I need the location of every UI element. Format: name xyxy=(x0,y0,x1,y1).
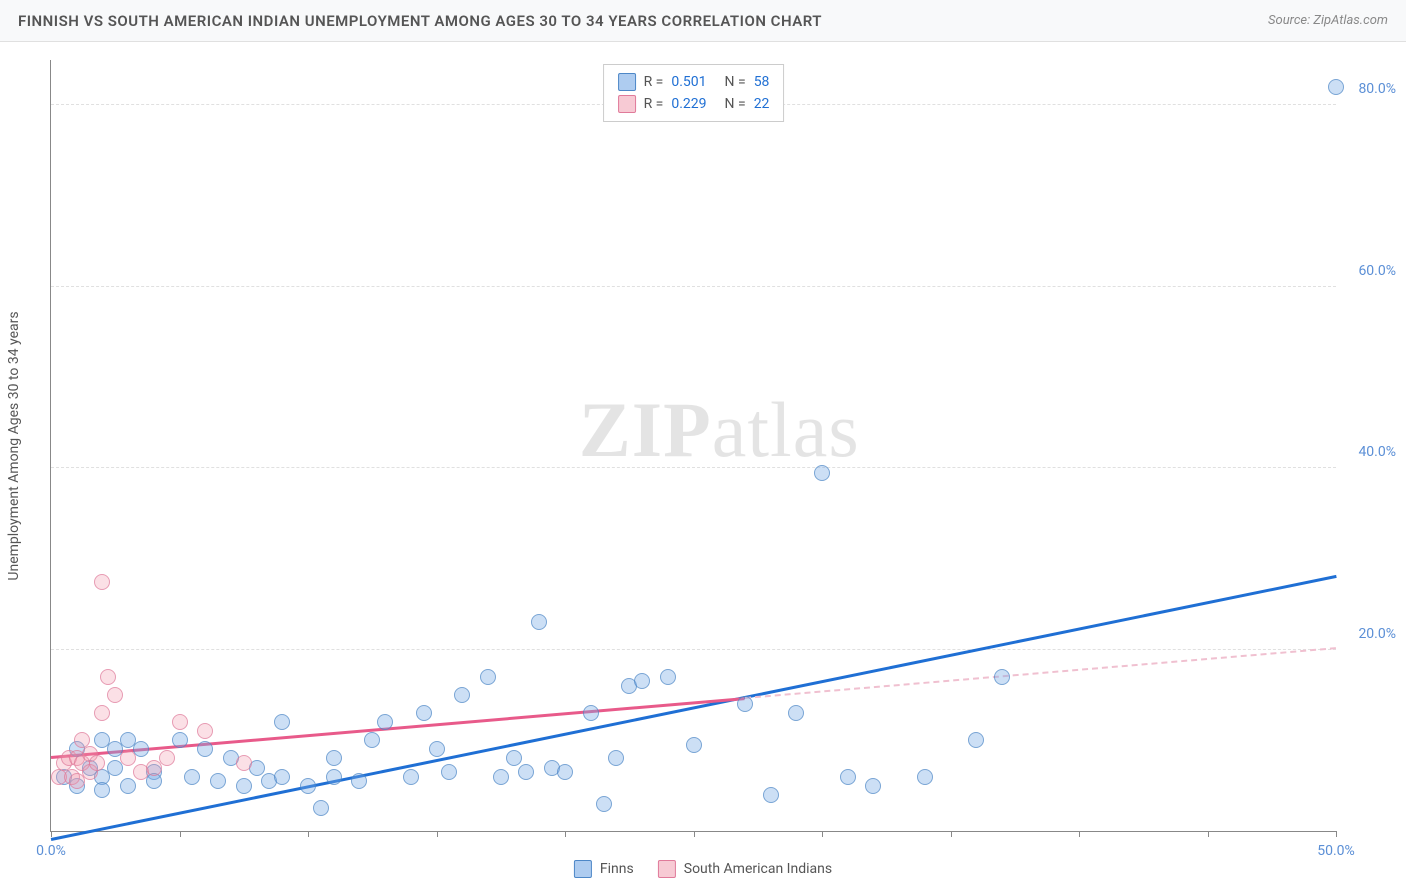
x-tick xyxy=(822,831,823,837)
y-tick-label: 40.0% xyxy=(1358,444,1396,460)
legend-row-sai: R = 0.229 N = 22 xyxy=(618,93,770,115)
data-point xyxy=(94,574,110,590)
data-point xyxy=(493,769,509,785)
x-tick xyxy=(1079,831,1080,837)
data-point xyxy=(184,769,200,785)
x-tick xyxy=(1208,831,1209,837)
x-tick xyxy=(951,831,952,837)
x-tick xyxy=(308,831,309,837)
title-bar: FINNISH VS SOUTH AMERICAN INDIAN UNEMPLO… xyxy=(0,0,1406,42)
x-tick xyxy=(180,831,181,837)
data-point xyxy=(159,750,175,766)
data-point xyxy=(814,465,830,481)
data-point xyxy=(763,787,779,803)
y-tick-label: 20.0% xyxy=(1358,626,1396,642)
data-point xyxy=(172,714,188,730)
gridline xyxy=(51,286,1336,287)
data-point xyxy=(531,614,547,630)
x-tick-label: 50.0% xyxy=(1317,843,1355,859)
data-point xyxy=(660,669,676,685)
data-point xyxy=(364,732,380,748)
legend-swatch-finns xyxy=(618,73,636,91)
data-point xyxy=(917,769,933,785)
data-point xyxy=(557,764,573,780)
data-point xyxy=(236,755,252,771)
correlation-legend: R = 0.501 N = 58 R = 0.229 N = 22 xyxy=(603,64,785,122)
data-point xyxy=(107,687,123,703)
data-point xyxy=(994,669,1010,685)
data-point xyxy=(429,741,445,757)
data-point xyxy=(326,769,342,785)
data-point xyxy=(596,796,612,812)
data-point xyxy=(608,750,624,766)
data-point xyxy=(197,741,213,757)
trend-line-extension xyxy=(745,648,1336,700)
x-tick xyxy=(51,831,52,837)
data-point xyxy=(197,723,213,739)
data-point xyxy=(89,755,105,771)
data-point xyxy=(326,750,342,766)
data-point xyxy=(94,705,110,721)
x-tick xyxy=(565,831,566,837)
data-point xyxy=(313,800,329,816)
data-point xyxy=(403,769,419,785)
data-point xyxy=(94,782,110,798)
data-point xyxy=(416,705,432,721)
x-tick-label: 0.0% xyxy=(36,843,66,859)
data-point xyxy=(377,714,393,730)
data-point xyxy=(274,769,290,785)
data-point xyxy=(100,669,116,685)
data-point xyxy=(120,778,136,794)
legend-swatch-icon xyxy=(574,860,592,878)
data-point xyxy=(480,669,496,685)
data-point xyxy=(300,778,316,794)
data-point xyxy=(441,764,457,780)
data-point xyxy=(865,778,881,794)
data-point xyxy=(146,773,162,789)
data-point xyxy=(788,705,804,721)
data-point xyxy=(1328,79,1344,95)
legend-item-finns: Finns xyxy=(574,860,634,878)
data-point xyxy=(840,769,856,785)
legend-swatch-sai xyxy=(618,95,636,113)
y-axis-label: Unemployment Among Ages 30 to 34 years xyxy=(6,311,22,580)
legend-row-finns: R = 0.501 N = 58 xyxy=(618,71,770,93)
data-point xyxy=(454,687,470,703)
source-label: Source: ZipAtlas.com xyxy=(1268,13,1388,28)
x-tick xyxy=(694,831,695,837)
y-tick-label: 60.0% xyxy=(1358,263,1396,279)
legend-item-sai: South American Indians xyxy=(658,860,832,878)
data-point xyxy=(968,732,984,748)
y-tick-label: 80.0% xyxy=(1358,81,1396,97)
data-point xyxy=(120,750,136,766)
data-point xyxy=(737,696,753,712)
data-point xyxy=(351,773,367,789)
data-point xyxy=(210,773,226,789)
data-point xyxy=(274,714,290,730)
data-point xyxy=(634,673,650,689)
trend-line xyxy=(51,575,1336,840)
data-point xyxy=(583,705,599,721)
series-legend: Finns South American Indians xyxy=(574,860,832,878)
data-point xyxy=(236,778,252,794)
plot-region: ZIPatlas R = 0.501 N = 58 R = 0.229 N = … xyxy=(50,60,1336,832)
trend-line xyxy=(51,697,745,758)
watermark: ZIPatlas xyxy=(579,385,860,475)
chart-area: Unemployment Among Ages 30 to 34 years Z… xyxy=(50,60,1336,832)
chart-title: FINNISH VS SOUTH AMERICAN INDIAN UNEMPLO… xyxy=(18,12,822,30)
legend-swatch-icon xyxy=(658,860,676,878)
data-point xyxy=(518,764,534,780)
data-point xyxy=(686,737,702,753)
x-tick xyxy=(1336,831,1337,837)
data-point xyxy=(506,750,522,766)
gridline xyxy=(51,649,1336,650)
data-point xyxy=(172,732,188,748)
x-tick xyxy=(437,831,438,837)
gridline xyxy=(51,467,1336,468)
